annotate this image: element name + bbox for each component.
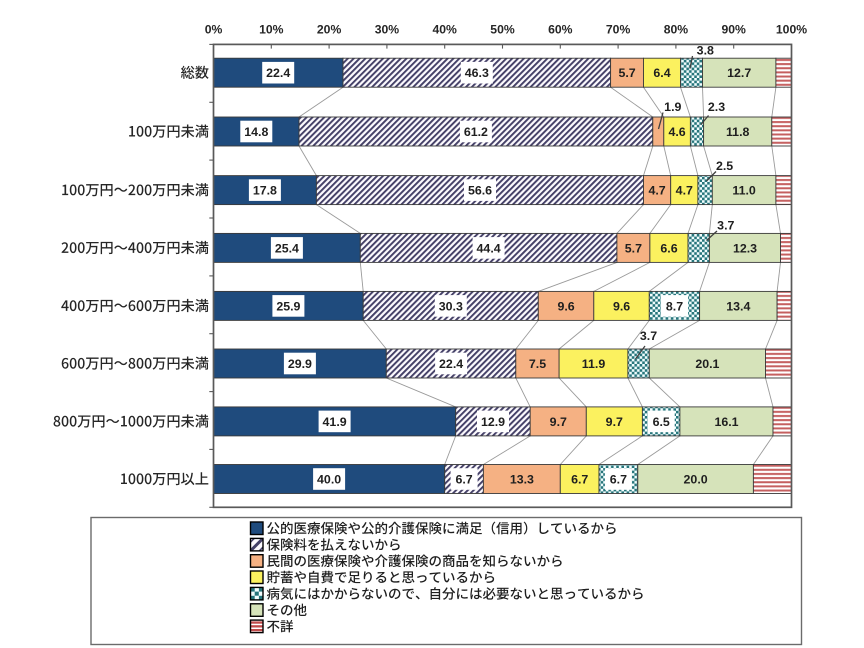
- svg-text:22.4: 22.4: [266, 66, 290, 80]
- svg-text:6.7: 6.7: [610, 473, 627, 487]
- svg-text:3.7: 3.7: [640, 329, 657, 343]
- svg-text:11.0: 11.0: [732, 184, 756, 198]
- svg-text:29.9: 29.9: [288, 357, 312, 371]
- svg-text:5.7: 5.7: [618, 66, 635, 80]
- svg-text:13.3: 13.3: [510, 473, 534, 487]
- svg-text:20.1: 20.1: [695, 357, 719, 371]
- svg-text:40.0: 40.0: [317, 473, 341, 487]
- svg-text:41.9: 41.9: [323, 415, 347, 429]
- svg-text:14.8: 14.8: [244, 125, 268, 139]
- svg-text:80%: 80%: [664, 23, 689, 37]
- svg-text:30.3: 30.3: [439, 299, 463, 313]
- svg-text:60%: 60%: [548, 23, 573, 37]
- svg-text:9.6: 9.6: [613, 299, 630, 313]
- svg-text:6.7: 6.7: [455, 473, 472, 487]
- svg-text:12.9: 12.9: [481, 415, 505, 429]
- svg-text:20%: 20%: [317, 23, 342, 37]
- svg-text:4.7: 4.7: [648, 184, 665, 198]
- svg-text:90%: 90%: [721, 23, 746, 37]
- svg-text:6.7: 6.7: [571, 473, 588, 487]
- svg-text:1.9: 1.9: [664, 100, 681, 114]
- svg-text:16.1: 16.1: [714, 415, 738, 429]
- svg-text:5.7: 5.7: [625, 241, 642, 255]
- svg-text:12.3: 12.3: [733, 241, 757, 255]
- svg-text:6.5: 6.5: [653, 415, 670, 429]
- svg-text:6.6: 6.6: [660, 241, 677, 255]
- svg-text:6.4: 6.4: [653, 66, 670, 80]
- svg-text:2.5: 2.5: [716, 159, 733, 173]
- svg-text:4.7: 4.7: [676, 184, 693, 198]
- svg-text:25.9: 25.9: [276, 299, 300, 313]
- svg-text:100%: 100%: [776, 23, 807, 37]
- svg-text:9.6: 9.6: [557, 299, 574, 313]
- svg-text:9.7: 9.7: [550, 415, 567, 429]
- svg-text:11.8: 11.8: [726, 125, 750, 139]
- svg-text:7.5: 7.5: [529, 357, 546, 371]
- svg-text:40%: 40%: [432, 23, 457, 37]
- svg-text:46.3: 46.3: [465, 66, 489, 80]
- svg-text:70%: 70%: [606, 23, 631, 37]
- svg-text:30%: 30%: [375, 23, 400, 37]
- svg-text:3.7: 3.7: [717, 219, 734, 233]
- svg-text:0%: 0%: [205, 23, 223, 37]
- svg-text:50%: 50%: [490, 23, 515, 37]
- svg-text:22.4: 22.4: [439, 357, 463, 371]
- svg-text:25.4: 25.4: [275, 241, 299, 255]
- svg-text:2.3: 2.3: [708, 100, 725, 114]
- svg-text:10%: 10%: [259, 23, 284, 37]
- svg-text:61.2: 61.2: [464, 125, 488, 139]
- svg-text:3.8: 3.8: [697, 44, 714, 58]
- svg-text:20.0: 20.0: [684, 473, 708, 487]
- svg-text:17.8: 17.8: [253, 184, 277, 198]
- svg-text:12.7: 12.7: [727, 66, 751, 80]
- svg-text:56.6: 56.6: [468, 184, 492, 198]
- svg-text:11.9: 11.9: [582, 357, 606, 371]
- svg-text:8.7: 8.7: [666, 299, 683, 313]
- svg-text:13.4: 13.4: [726, 299, 750, 313]
- svg-text:9.7: 9.7: [606, 415, 623, 429]
- svg-text:44.4: 44.4: [477, 241, 501, 255]
- svg-text:4.6: 4.6: [668, 125, 685, 139]
